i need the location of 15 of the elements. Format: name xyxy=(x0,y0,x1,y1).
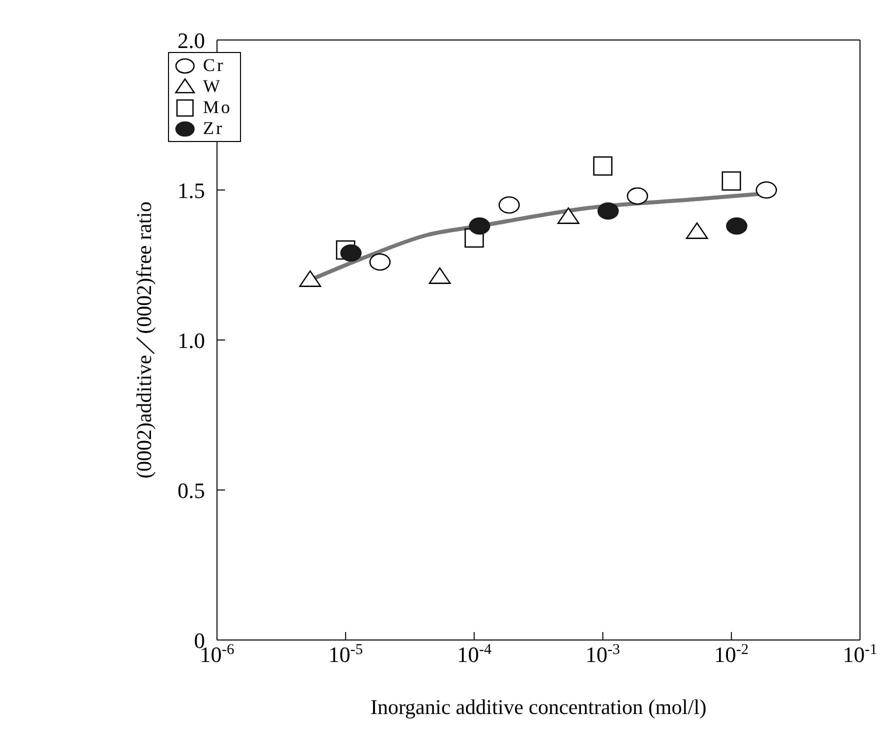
y-tick-label: 2.0 xyxy=(178,28,206,53)
x-tick-label: 10$^{-4}$ xyxy=(456,642,492,667)
x-axis-title: Inorganic additive concentration (mol/l) xyxy=(370,695,707,719)
legend-label: W xyxy=(203,76,222,97)
x-tick-label: 10$^{-3}$ xyxy=(586,642,620,667)
y-tick-label: 1.0 xyxy=(178,328,206,353)
y-tick-label: 1.5 xyxy=(178,178,206,203)
legend-label: Mo xyxy=(203,97,232,118)
y-axis-title: (0002)additive／(0002)free ratio xyxy=(132,202,156,478)
x-tick-label: 10$^{-5}$ xyxy=(328,642,363,667)
legend-label: Cr xyxy=(203,55,225,76)
legend-label: Zr xyxy=(203,118,224,139)
x-tick-label: 10$^{-1}$ xyxy=(842,642,878,667)
x-tick-label: 10$^{-2}$ xyxy=(714,642,749,667)
y-tick-label: 0.5 xyxy=(178,478,206,503)
